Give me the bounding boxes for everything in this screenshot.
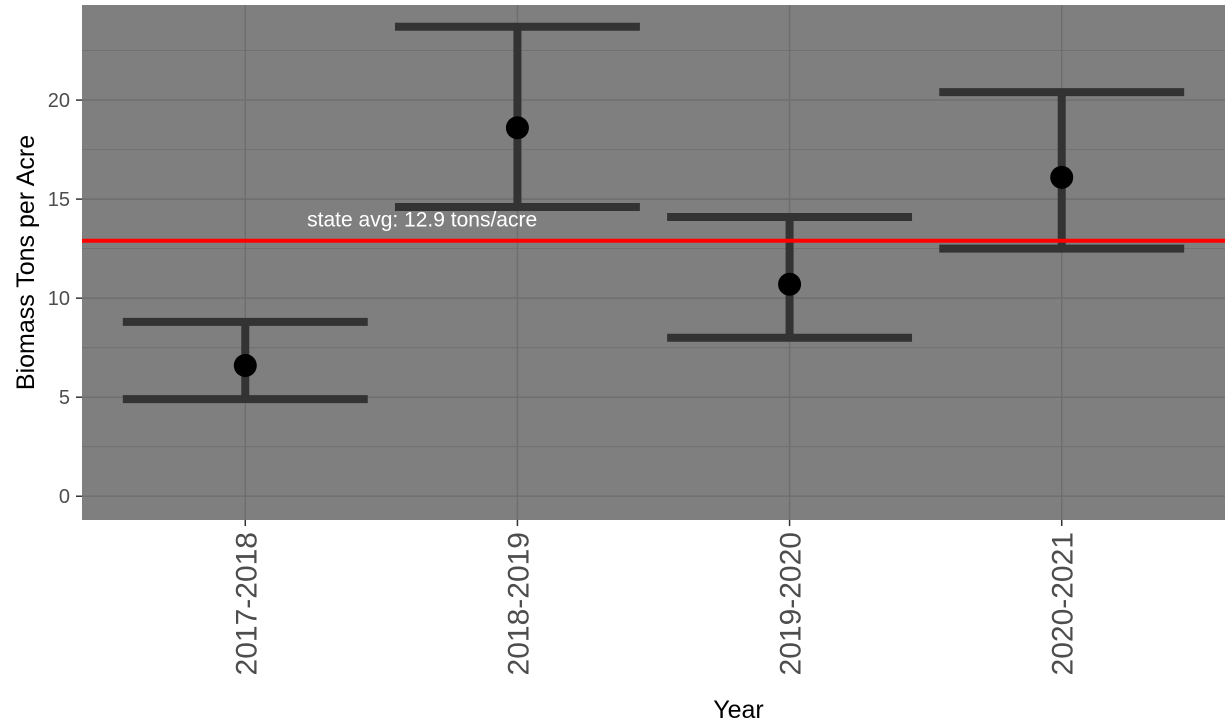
- mean-point: [778, 272, 802, 296]
- x-tick-label: 2018-2019: [502, 532, 535, 675]
- x-axis-ticks: 2017-2018 2018-2019 2019-2020 2020-2021: [230, 520, 1080, 675]
- y-tick-label: 5: [59, 387, 70, 409]
- minor-gridlines: [82, 50, 1225, 448]
- y-tick-label: 15: [48, 189, 70, 211]
- mean-point: [505, 116, 529, 140]
- y-axis-title: Biomass Tons per Acre: [12, 135, 40, 390]
- plot-panel: [82, 5, 1225, 520]
- x-tick-label: 2017-2018: [230, 532, 263, 675]
- x-tick-label: 2020-2021: [1047, 532, 1080, 675]
- y-tick-label: 10: [48, 288, 70, 310]
- mean-point: [1050, 165, 1074, 189]
- y-tick-label: 0: [59, 486, 70, 508]
- x-axis-title: Year: [713, 696, 764, 723]
- y-tick-label: 20: [48, 90, 70, 112]
- y-axis-ticks: 0 5 10 15 20: [48, 90, 82, 508]
- mean-point: [233, 354, 257, 377]
- state-average-label: state avg: 12.9 tons/acre: [307, 209, 537, 232]
- mean-points: [233, 116, 1074, 377]
- x-tick-label: 2019-2020: [775, 532, 808, 675]
